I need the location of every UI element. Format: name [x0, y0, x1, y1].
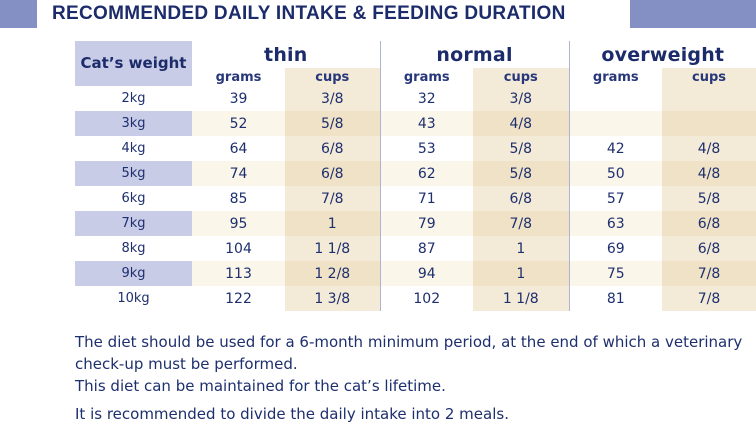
normal-grams-cell: 102 — [379, 286, 474, 311]
weight-column-header: Cat’s weight — [75, 41, 192, 86]
thin-cups-cell: 6/8 — [285, 161, 381, 186]
table-row: 7kg 95 1 79 7/8 63 6/8 — [75, 211, 756, 236]
normal-grams-cell: 43 — [379, 111, 474, 136]
thin-grams-cell: 52 — [192, 111, 285, 136]
overweight-grams-cell: 57 — [568, 186, 663, 211]
thin-grams-cell: 39 — [229, 90, 248, 107]
table-row: 6kg 85 7/8 71 6/8 57 5/8 — [75, 186, 756, 211]
weight-cell: 8kg — [121, 241, 146, 256]
group-header-overweight: overweight — [568, 41, 756, 68]
overweight-grams-cell: 50 — [568, 161, 663, 186]
weight-cell: 3kg — [75, 111, 192, 136]
header-accent-left — [0, 0, 37, 28]
notes-section: The diet should be used for a 6-month mi… — [75, 331, 755, 425]
overweight-grams-cell — [568, 111, 663, 136]
normal-cups-cell: 4/8 — [473, 111, 570, 136]
table-row: 3kg 52 5/8 43 4/8 — [75, 111, 756, 136]
thin-grams-cell: 74 — [192, 161, 285, 186]
overweight-cups-cell: 4/8 — [662, 161, 756, 186]
overweight-cups-cell — [662, 86, 756, 111]
normal-grams-cell: 71 — [379, 186, 474, 211]
thin-cups-cell: 7/8 — [285, 186, 381, 211]
overweight-cups-cell — [662, 111, 756, 136]
normal-grams-cell: 62 — [379, 161, 474, 186]
normal-cups-cell: 6/8 — [473, 186, 570, 211]
weight-cell: 4kg — [121, 141, 146, 156]
thin-cups-cell: 1 1/8 — [285, 236, 381, 261]
feeding-table: Cat’s weight thin normal overweight gram… — [75, 41, 756, 311]
overweight-cups-cell: 6/8 — [662, 236, 756, 261]
page-title: RECOMMENDED DAILY INTAKE & FEEDING DURAT… — [52, 3, 566, 24]
subheader-grams: grams — [568, 68, 663, 86]
thin-grams-cell: 104 — [225, 240, 252, 257]
thin-cups-cell: 6/8 — [285, 136, 381, 161]
thin-grams-cell: 64 — [229, 140, 248, 157]
normal-grams-cell: 87 — [379, 236, 474, 261]
header-bar: RECOMMENDED DAILY INTAKE & FEEDING DURAT… — [0, 0, 756, 28]
normal-cups-cell: 1 1/8 — [473, 286, 570, 311]
normal-grams-cell: 94 — [379, 261, 474, 286]
table-row: 9kg 113 1 2/8 94 1 75 7/8 — [75, 261, 756, 286]
weight-cell: 2kg — [121, 91, 146, 106]
overweight-grams-cell: 42 — [568, 136, 663, 161]
normal-grams-cell: 79 — [379, 211, 474, 236]
table-row: 10kg 122 1 3/8 102 1 1/8 81 7/8 — [75, 286, 756, 311]
weight-cell: 10kg — [117, 291, 150, 306]
normal-cups-cell: 1 — [473, 261, 570, 286]
thin-cups-cell: 1 3/8 — [285, 286, 381, 311]
weight-cell: 6kg — [121, 191, 146, 206]
note-meals: It is recommended to divide the daily in… — [75, 405, 509, 423]
group-header-thin: thin — [264, 43, 308, 66]
table-row: 5kg 74 6/8 62 5/8 50 4/8 — [75, 161, 756, 186]
thin-cups-cell: 1 — [285, 211, 381, 236]
group-header-normal: normal — [379, 41, 570, 68]
subheader-cups: cups — [285, 68, 381, 86]
overweight-cups-cell: 6/8 — [662, 211, 756, 236]
subheader-cups: cups — [473, 68, 570, 86]
overweight-grams-cell: 69 — [568, 236, 663, 261]
overweight-grams-cell — [568, 86, 663, 111]
subheader-grams: grams — [379, 68, 474, 86]
overweight-cups-cell: 7/8 — [662, 261, 756, 286]
normal-cups-cell: 3/8 — [473, 86, 570, 111]
subheader-cups: cups — [662, 68, 756, 86]
overweight-cups-cell: 4/8 — [662, 136, 756, 161]
overweight-grams-cell: 75 — [568, 261, 663, 286]
thin-cups-cell: 5/8 — [285, 111, 381, 136]
thin-cups-cell: 1 2/8 — [285, 261, 381, 286]
table-row: 4kg 64 6/8 53 5/8 42 4/8 — [75, 136, 756, 161]
subheader-grams: grams — [215, 69, 262, 85]
note-duration: The diet should be used for a 6-month mi… — [75, 333, 743, 373]
thin-grams-cell: 113 — [192, 261, 285, 286]
normal-grams-cell: 53 — [379, 136, 474, 161]
thin-grams-cell: 85 — [229, 190, 248, 207]
thin-grams-cell: 122 — [225, 290, 252, 307]
thin-cups-cell: 3/8 — [285, 86, 381, 111]
table-row: 8kg 104 1 1/8 87 1 69 6/8 — [75, 236, 756, 261]
normal-cups-cell: 5/8 — [473, 161, 570, 186]
normal-cups-cell: 5/8 — [473, 136, 570, 161]
thin-grams-cell: 95 — [192, 211, 285, 236]
overweight-cups-cell: 5/8 — [662, 186, 756, 211]
weight-cell: 7kg — [75, 211, 192, 236]
normal-grams-cell: 32 — [379, 86, 474, 111]
overweight-grams-cell: 81 — [568, 286, 663, 311]
normal-cups-cell: 1 — [473, 236, 570, 261]
weight-cell: 9kg — [75, 261, 192, 286]
overweight-grams-cell: 63 — [568, 211, 663, 236]
header-accent-right — [630, 0, 756, 28]
note-lifetime: This diet can be maintained for the cat’… — [75, 377, 446, 395]
normal-cups-cell: 7/8 — [473, 211, 570, 236]
table-row: 2kg 39 3/8 32 3/8 — [75, 86, 756, 111]
overweight-cups-cell: 7/8 — [662, 286, 756, 311]
weight-cell: 5kg — [75, 161, 192, 186]
